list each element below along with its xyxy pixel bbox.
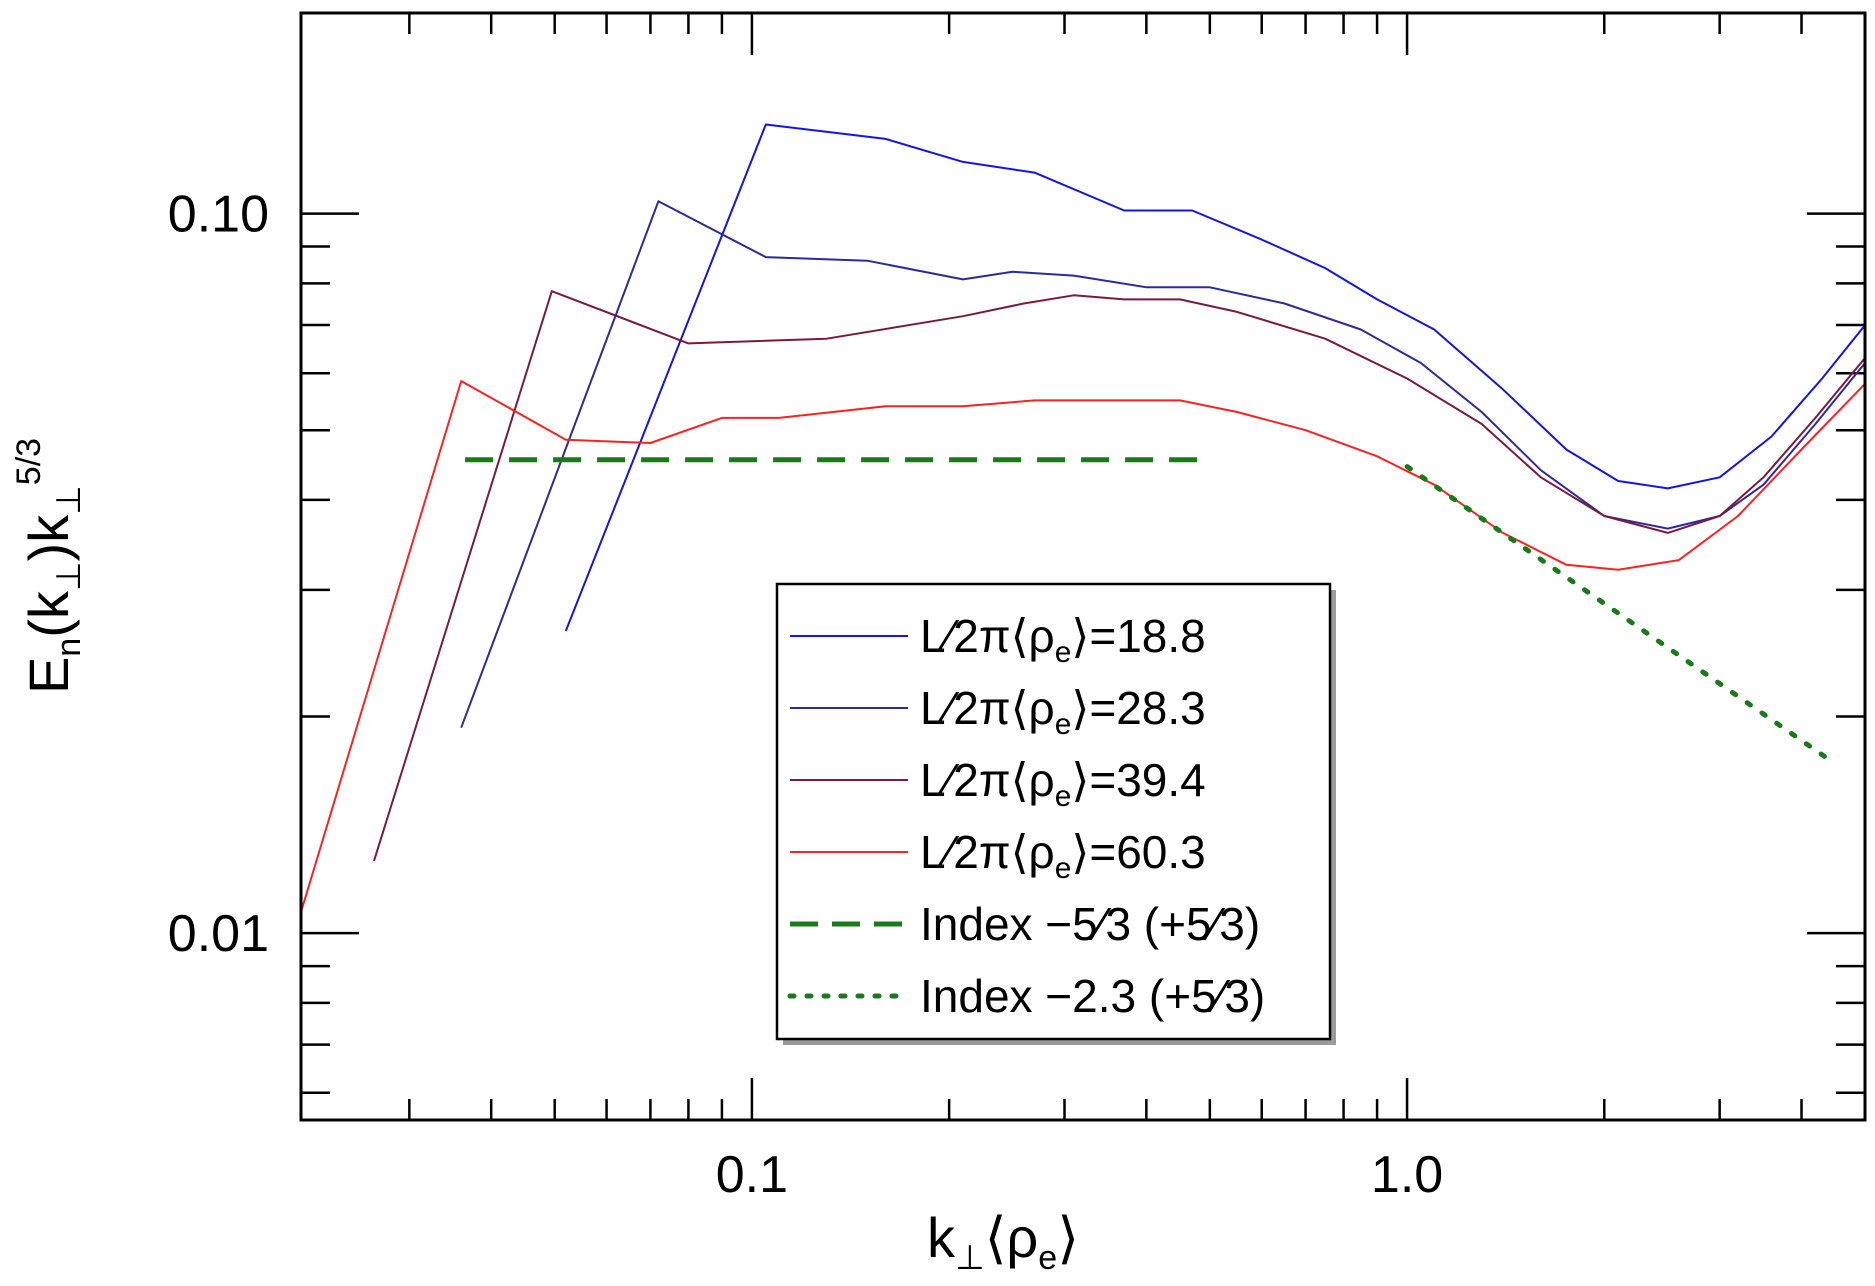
legend: L⁄2π⟨ρe⟩=18.8 L⁄2π⟨ρe⟩=28.3 L⁄2π⟨ρe⟩=39.4 L… [775, 582, 1336, 1045]
legend-label-1: L⁄2π⟨ρe⟩=18.8 [920, 610, 1206, 669]
tick-labels: 0.1 1.0 0.01 0.10 [168, 186, 1443, 1204]
y-tick-label: 0.01 [168, 905, 269, 963]
legend-label-4: L⁄2π⟨ρe⟩=60.3 [920, 826, 1206, 885]
legend-label-2: L⁄2π⟨ρe⟩=28.3 [920, 682, 1206, 741]
plot-frame [299, 11, 1867, 1122]
series-line-4 [301, 380, 1865, 913]
series-line-1 [564, 123, 1865, 632]
x-axis-label: k⊥⟨ρe⟩ [927, 1206, 1079, 1277]
legend-items: L⁄2π⟨ρe⟩=18.8 L⁄2π⟨ρe⟩=28.3 L⁄2π⟨ρe⟩=39.4 L… [787, 610, 1265, 1022]
legend-label-5: Index −5⁄3 (+5⁄3) [920, 898, 1260, 950]
series-line-6 [1404, 464, 1838, 767]
y-axis-label: En(k⊥)k⊥5/3 [10, 438, 88, 694]
axis-ticks [301, 13, 1867, 1120]
series-line-3 [373, 290, 1865, 862]
legend-label-6: Index −2.3 (+5⁄3) [920, 970, 1265, 1022]
x-tick-label: 0.1 [716, 1146, 788, 1204]
x-tick-label: 1.0 [1371, 1146, 1443, 1204]
series-layer [301, 123, 1865, 913]
legend-label-3: L⁄2π⟨ρe⟩=39.4 [920, 754, 1206, 813]
y-tick-label: 0.10 [168, 186, 269, 244]
legend-box [775, 582, 1332, 1041]
